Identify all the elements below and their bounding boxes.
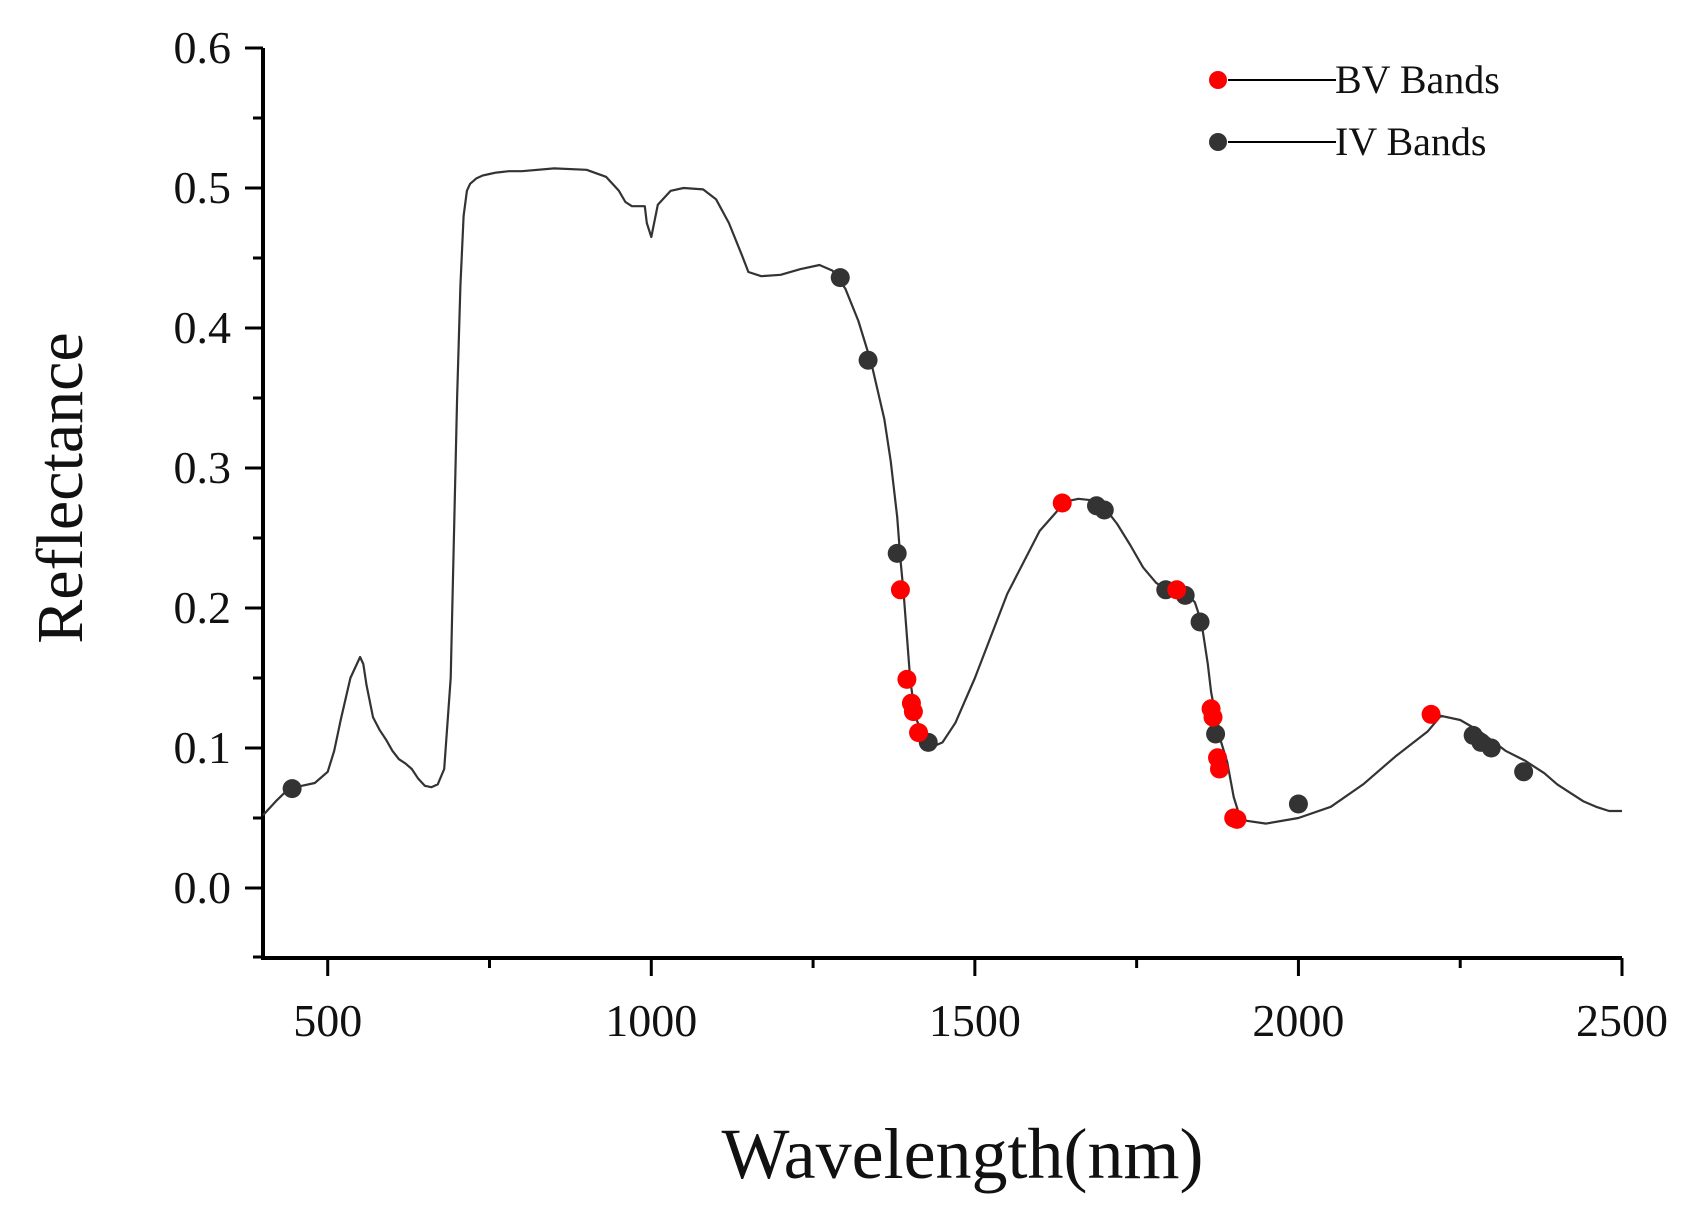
iv-band-point — [830, 268, 850, 288]
band-markers — [282, 268, 1534, 829]
x-axis-title: Wavelength(nm) — [721, 1114, 1203, 1194]
y-tick-label: 0.2 — [174, 582, 232, 633]
axes — [261, 48, 1622, 960]
bv-band-point — [909, 723, 929, 743]
legend: BV Bands IV Bands — [1209, 57, 1500, 164]
iv-band-point — [1094, 500, 1114, 520]
legend-iv-label: IV Bands — [1335, 119, 1486, 164]
bv-band-point — [903, 702, 923, 722]
x-tick-label: 1500 — [929, 995, 1021, 1046]
bv-band-point — [897, 669, 917, 689]
iv-band-point — [282, 779, 302, 799]
y-tick-label: 0.0 — [174, 862, 232, 913]
bv-band-point — [1209, 759, 1229, 779]
y-tick-label: 0.4 — [174, 302, 232, 353]
bv-band-point — [1052, 493, 1072, 513]
x-tick-label: 1000 — [605, 995, 697, 1046]
iv-band-point — [1190, 612, 1210, 632]
x-tick-label: 500 — [293, 995, 362, 1046]
legend-bv-label: BV Bands — [1335, 57, 1500, 102]
y-tick-label: 0.5 — [174, 162, 232, 213]
bv-band-point — [1203, 707, 1223, 727]
legend-iv-marker — [1209, 133, 1227, 151]
legend-item-iv: IV Bands — [1209, 119, 1486, 164]
y-tick-label: 0.6 — [174, 22, 232, 73]
x-tick-label: 2000 — [1252, 995, 1344, 1046]
x-ticks: 500 1000 1500 2000 2500 — [293, 958, 1668, 1046]
legend-item-bv: BV Bands — [1209, 57, 1500, 102]
iv-band-point — [1481, 738, 1501, 758]
bv-band-point — [1227, 809, 1247, 829]
iv-band-point — [1288, 794, 1308, 814]
iv-band-point — [1206, 724, 1226, 744]
y-tick-label: 0.3 — [174, 442, 232, 493]
iv-band-point — [858, 350, 878, 370]
spectrum-line — [262, 167, 1622, 825]
iv-band-point — [1514, 762, 1534, 782]
bv-band-point — [890, 580, 910, 600]
iv-band-point — [887, 543, 907, 563]
y-axis-title: Reflectance — [24, 332, 97, 643]
bv-band-point — [1421, 704, 1441, 724]
legend-bv-marker — [1209, 71, 1227, 89]
bv-band-point — [1167, 580, 1187, 600]
x-tick-label: 2500 — [1576, 995, 1668, 1046]
y-ticks: 0.0 0.1 0.2 0.3 0.4 0.5 0.6 — [174, 22, 263, 959]
y-tick-label: 0.1 — [174, 722, 232, 773]
